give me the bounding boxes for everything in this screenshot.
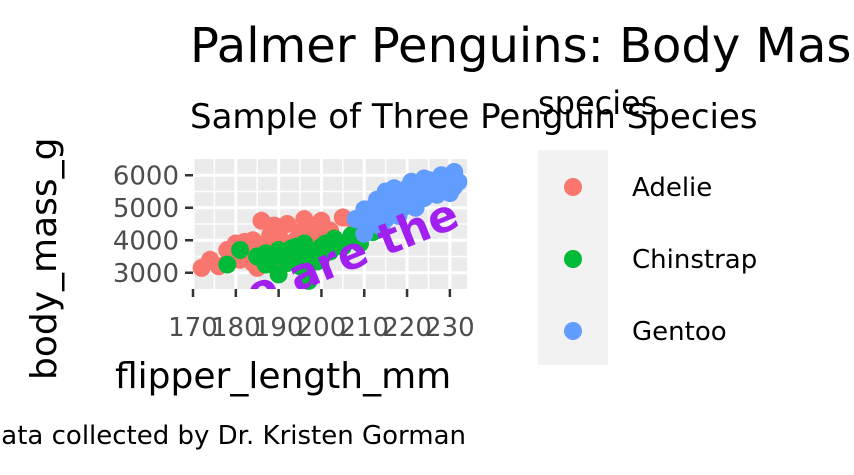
x-tick-label: 230 — [425, 313, 475, 343]
y-tick-label: 6000 — [113, 161, 179, 191]
point-adelie — [278, 215, 297, 233]
legend: species Adelie Chinstrap Gentoo — [538, 84, 757, 365]
x-tick-label: 170 — [168, 313, 218, 343]
legend-label-adelie: Adelie — [632, 173, 712, 203]
y-tick-label: 3000 — [113, 259, 179, 289]
chart-caption: Data collected by Dr. Kristen Gorman — [0, 421, 466, 451]
x-tick-label: 180 — [211, 313, 261, 343]
x-tick-label: 220 — [382, 313, 432, 343]
legend-label-gentoo: Gentoo — [632, 317, 727, 347]
y-axis-label: body_mass_g — [24, 137, 65, 380]
point-chinstrap — [218, 255, 237, 274]
data-points — [192, 163, 468, 290]
x-tick-label: 200 — [297, 313, 347, 343]
x-tick-label: 210 — [339, 313, 389, 343]
y-tick-label: 5000 — [113, 194, 179, 224]
legend-key-adelie — [564, 178, 582, 196]
chart-title: Palmer Penguins: Body Mass vs. Flipper L… — [190, 18, 854, 74]
point-chinstrap — [231, 241, 250, 259]
y-tick-label: 4000 — [113, 226, 179, 256]
point-gentoo — [445, 163, 464, 181]
chart-subtitle: Sample of Three Penguin Species — [190, 97, 758, 137]
legend-key-gentoo — [564, 322, 582, 340]
legend-key-chinstrap — [564, 250, 582, 268]
legend-title: species — [538, 84, 658, 122]
x-tick-label: 190 — [254, 313, 304, 343]
legend-label-chinstrap: Chinstrap — [632, 245, 757, 275]
point-chinstrap — [299, 271, 318, 290]
x-axis-label: flipper_length_mm — [115, 356, 451, 397]
